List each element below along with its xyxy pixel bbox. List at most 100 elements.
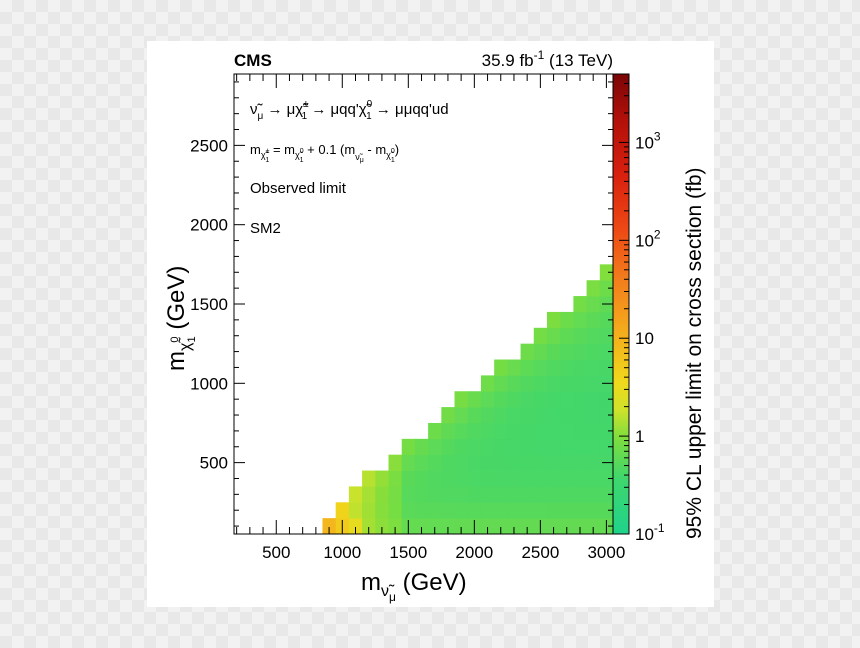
heatmap-cell	[560, 502, 574, 519]
heatmap-cell	[533, 422, 548, 440]
heatmap-cell	[414, 518, 429, 535]
heatmap-cell	[560, 375, 574, 392]
heatmap-cell	[375, 518, 389, 535]
heatmap-cell	[520, 422, 535, 440]
heatmap-cell	[546, 359, 561, 376]
color-scale-tick-label: 103	[635, 129, 661, 152]
heatmap-cell	[599, 470, 614, 487]
heatmap-cell	[520, 359, 535, 376]
model-label: SM2	[250, 220, 281, 237]
color-scale-title: 95% CL upper limit on cross section (fb)	[683, 167, 706, 539]
heatmap-cell	[520, 502, 535, 519]
heatmap-cell	[401, 486, 416, 503]
heatmap-cell	[546, 486, 561, 503]
heatmap-cell	[599, 343, 614, 360]
heatmap-cell	[533, 375, 548, 392]
heatmap-cell	[520, 518, 535, 535]
heatmap-cell	[533, 470, 548, 487]
heatmap-cell	[599, 280, 614, 297]
heatmap-cell	[375, 502, 389, 519]
heatmap-cell	[533, 486, 548, 503]
heatmap-cell	[573, 296, 587, 313]
heatmap-cell	[362, 486, 376, 503]
heatmap-cell	[507, 486, 521, 503]
heatmap-cell	[520, 375, 535, 392]
heatmap-cell	[480, 438, 495, 456]
heatmap-cell	[494, 502, 508, 519]
heatmap-cell	[560, 359, 574, 376]
heatmap-cell	[573, 343, 587, 360]
heatmap-cell	[586, 343, 601, 360]
heatmap-cell	[533, 327, 548, 345]
mass-relation-annotation: mχ̃± 1 = mχ̃0 1 + 0.1 (mν̃μ - mχ̃0 1)	[250, 142, 399, 164]
color-scale-tick-label: 10	[635, 329, 654, 348]
observed-limit-label: Observed limit	[250, 180, 347, 197]
heatmap-cell	[546, 518, 561, 535]
heatmap-cell	[454, 454, 469, 471]
heatmap-cell	[586, 359, 601, 376]
heatmap-cell	[546, 407, 561, 424]
lumi-exponent: -1	[534, 48, 545, 62]
axis-ticks: 500 1000 1500 2000 2500 3000 500 1000 1500 2000 25…	[190, 74, 625, 562]
chart-figure: 500 1000 1500 2000 2500 3000 500 1000 1500 2000 25…	[147, 41, 714, 607]
x-tick-label: 1500	[389, 543, 427, 562]
heatmap-cell	[388, 470, 403, 487]
heatmap-cell	[414, 502, 429, 519]
heatmap-cell	[573, 407, 587, 424]
heatmap-cell	[573, 470, 587, 487]
heatmap-cell	[560, 391, 574, 408]
heatmap-cell	[586, 502, 601, 519]
heatmap-cell	[454, 486, 469, 503]
heatmap-cell	[520, 438, 535, 456]
heatmap-cell	[520, 486, 535, 503]
lumi-value: 35.9 fb	[482, 51, 534, 70]
heatmap-cell	[599, 311, 614, 329]
heatmap-cell	[520, 454, 535, 471]
heatmap-cell	[560, 518, 574, 535]
heatmap-cell	[507, 438, 521, 456]
heatmap-cell	[586, 422, 601, 440]
heatmap-cell	[401, 502, 416, 519]
heatmap-cell	[441, 438, 455, 456]
heatmap-cell	[441, 502, 455, 519]
heatmap-cells	[322, 264, 614, 535]
heatmap-cell	[599, 438, 614, 456]
heatmap-cell	[573, 391, 587, 408]
heatmap-cell	[560, 454, 574, 471]
heatmap-cell	[362, 470, 376, 487]
heatmap-cell	[507, 454, 521, 471]
heatmap-cell	[494, 391, 508, 408]
heatmap-cell	[586, 470, 601, 487]
process-annotation: ν̃μ → μχ̃± 1 → μqq'χ̃0 1 → μμqq'ud	[250, 99, 449, 122]
heatmap-cell	[599, 502, 614, 519]
heatmap-cell	[586, 438, 601, 456]
heatmap-cell	[599, 359, 614, 376]
heatmap-cell	[480, 422, 495, 440]
heatmap-cell	[560, 438, 574, 456]
color-scale-tick-label: 10-1	[635, 521, 665, 544]
heatmap-cell	[533, 359, 548, 376]
heatmap-cell	[480, 454, 495, 471]
heatmap-cell	[546, 375, 561, 392]
heatmap-cell	[586, 327, 601, 345]
heatmap-cell	[467, 438, 482, 456]
heatmap-cell	[494, 518, 508, 535]
heatmap-cell	[480, 502, 495, 519]
x-tick-label: 2000	[455, 543, 493, 562]
heatmap-cell	[586, 375, 601, 392]
heatmap-cell	[454, 422, 469, 440]
x-tick-label: 500	[262, 543, 290, 562]
y-tick-label: 500	[200, 454, 228, 473]
heatmap-cell	[560, 422, 574, 440]
heatmap-cell	[388, 502, 403, 519]
heatmap-cell	[507, 502, 521, 519]
heatmap-cell	[494, 438, 508, 456]
x-tick-label: 1000	[323, 543, 361, 562]
heatmap-cell	[546, 311, 561, 329]
heatmap-cell	[546, 470, 561, 487]
heatmap-cell	[480, 391, 495, 408]
heatmap-cell	[520, 407, 535, 424]
heatmap-cell	[520, 470, 535, 487]
heatmap-cell	[586, 280, 601, 297]
heatmap-cell	[388, 486, 403, 503]
